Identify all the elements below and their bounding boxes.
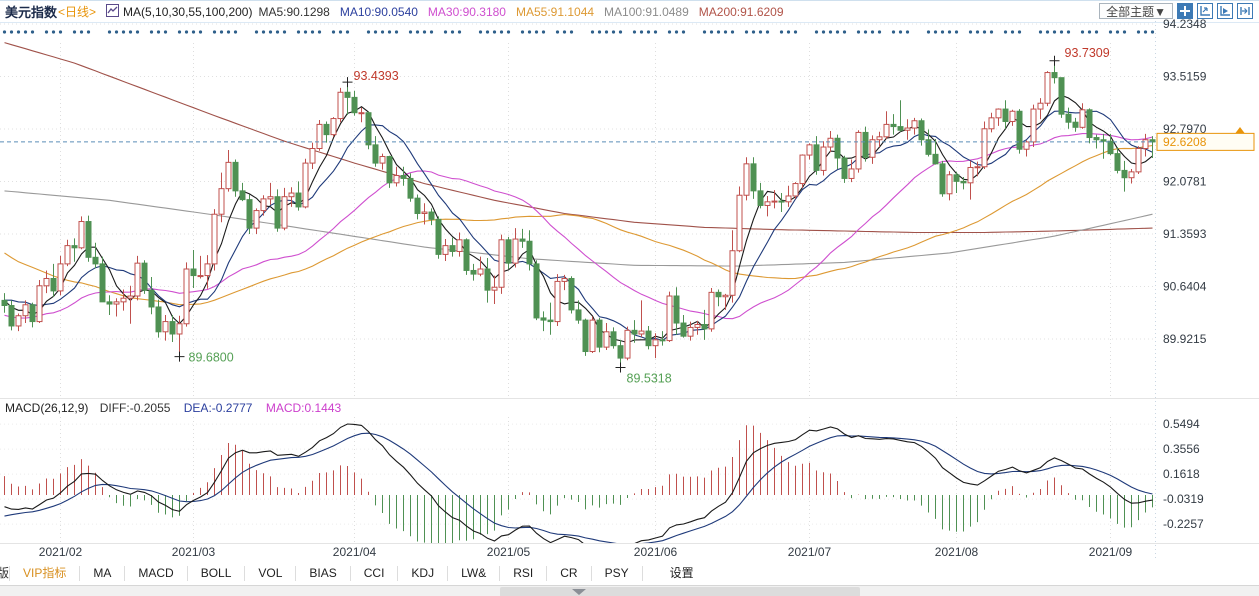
month-label: 2021/04 bbox=[333, 545, 377, 559]
diff-line bbox=[4, 423, 1153, 543]
macd-axis-label: 0.1618 bbox=[1163, 467, 1200, 481]
price-axis-label: 94.2348 bbox=[1163, 17, 1207, 31]
ma100-line bbox=[4, 190, 1153, 267]
header-divider bbox=[0, 22, 1259, 23]
tab-cr[interactable]: CR bbox=[547, 566, 592, 581]
macd-axis-label: 0.5494 bbox=[1163, 417, 1200, 431]
ma30-line bbox=[4, 133, 1153, 320]
month-label: 2021/03 bbox=[172, 545, 216, 559]
jump-to-latest-tool-icon[interactable] bbox=[1237, 3, 1253, 19]
indicator-tabbar: 版 VIP指标 MA MACD BOLL VOL BIAS CCI KDJ LW… bbox=[0, 562, 1259, 586]
tab-bias[interactable]: BIAS bbox=[296, 566, 351, 581]
tab-kdj[interactable]: KDJ bbox=[398, 566, 449, 581]
tab-vol[interactable]: VOL bbox=[245, 566, 297, 581]
svg-text:93.7309: 93.7309 bbox=[1065, 46, 1110, 60]
ma10-value: MA10:90.0540 bbox=[339, 4, 418, 19]
tab-rsi[interactable]: RSI bbox=[500, 566, 548, 581]
extreme-annotation: 89.6800 bbox=[174, 351, 234, 365]
price-axis-label: 91.3593 bbox=[1163, 227, 1207, 241]
axis-divider-top bbox=[0, 543, 1259, 544]
tab-cci[interactable]: CCI bbox=[351, 566, 399, 581]
extreme-annotation: 89.5318 bbox=[615, 362, 672, 385]
macd-diff-value: DIFF:-0.2055 bbox=[99, 401, 171, 415]
svg-text:89.6800: 89.6800 bbox=[189, 351, 234, 365]
svg-text:92.6208: 92.6208 bbox=[1163, 135, 1207, 149]
macd-axis-label: -0.0319 bbox=[1163, 492, 1204, 506]
macd-layer bbox=[4, 423, 1153, 543]
tab-lw[interactable]: LW& bbox=[448, 566, 501, 581]
ma-settings-label: MA(5,10,30,55,100,200) bbox=[123, 4, 253, 19]
month-label: 2021/02 bbox=[39, 545, 83, 559]
crosshair-tool-icon[interactable] bbox=[1177, 3, 1193, 19]
dea-line bbox=[4, 432, 1153, 543]
scrollbar-thumb[interactable] bbox=[500, 587, 860, 596]
ma5-value: MA5:90.1298 bbox=[258, 4, 330, 19]
tab-vip-indicator[interactable]: VIP指标 bbox=[10, 566, 81, 581]
tab-ma[interactable]: MA bbox=[80, 566, 126, 581]
theme-dropdown-button[interactable]: 全部主题▼ bbox=[1099, 3, 1173, 19]
candlestick-layer bbox=[1, 60, 1156, 368]
horizontal-scrollbar[interactable] bbox=[0, 586, 1259, 596]
extreme-annotation: 93.4393 bbox=[342, 69, 399, 88]
tab-settings[interactable]: 设置 bbox=[669, 566, 694, 580]
tab-boll[interactable]: BOLL bbox=[188, 566, 246, 581]
month-label: 2021/05 bbox=[487, 545, 531, 559]
ma30-value: MA30:90.3180 bbox=[427, 4, 506, 19]
macd-title: MACD(26,12,9) bbox=[5, 401, 89, 415]
ma10-line bbox=[4, 110, 1153, 342]
ma55-value: MA55:91.1044 bbox=[515, 4, 595, 19]
chart-type-icon[interactable] bbox=[106, 3, 120, 20]
chart-toolbar: 全部主题▼ bbox=[1099, 3, 1253, 19]
tab-psy[interactable]: PSY bbox=[592, 566, 643, 581]
macd-header: MACD(26,12,9) DIFF:-0.2055 DEA:-0.2777 M… bbox=[5, 401, 341, 415]
tab-macd[interactable]: MACD bbox=[125, 566, 188, 581]
ma100-value: MA100:91.0489 bbox=[604, 4, 689, 19]
extreme-annotation: 93.7309 bbox=[1049, 46, 1110, 66]
month-label: 2021/08 bbox=[935, 545, 979, 559]
period-label[interactable]: <日线> bbox=[58, 5, 97, 19]
macd-axis-label: -0.2257 bbox=[1163, 517, 1204, 531]
price-axis-label: 92.0781 bbox=[1163, 175, 1207, 189]
macd-axis-label: 0.3556 bbox=[1163, 442, 1200, 456]
month-label: 2021/07 bbox=[788, 545, 832, 559]
chart-header: 美元指数 <日线> MA(5,10,30,55,100,200) MA5:90.… bbox=[5, 3, 794, 20]
svg-text:89.5318: 89.5318 bbox=[627, 371, 672, 385]
symbol-name[interactable]: 美元指数 bbox=[5, 5, 58, 20]
current-price-tag: 92.6208 bbox=[1156, 127, 1255, 151]
macd-bar-value: MACD:0.1443 bbox=[265, 401, 342, 415]
ma55-line bbox=[4, 144, 1153, 306]
month-label: 2021/06 bbox=[634, 545, 678, 559]
svg-text:93.4393: 93.4393 bbox=[354, 69, 399, 83]
ma200-value: MA200:91.6209 bbox=[698, 4, 784, 19]
axis-scale-tool-icon[interactable] bbox=[1197, 3, 1213, 19]
price-axis-label: 89.9215 bbox=[1163, 332, 1207, 346]
panel-divider bbox=[0, 398, 1259, 399]
event-marker-dots bbox=[2, 30, 1155, 34]
gridlines bbox=[0, 21, 1156, 561]
price-axis-label: 93.5159 bbox=[1163, 70, 1207, 84]
axis-forward-tool-icon[interactable] bbox=[1217, 3, 1233, 19]
tab-partial[interactable]: 版 bbox=[0, 566, 10, 581]
month-label: 2021/09 bbox=[1089, 545, 1133, 559]
price-axis-label: 90.6404 bbox=[1163, 279, 1207, 293]
collapse-arrow-icon[interactable] bbox=[572, 589, 586, 595]
price-axis-label: 92.7970 bbox=[1163, 122, 1207, 136]
macd-dea-value: DEA:-0.2777 bbox=[183, 401, 253, 415]
ma200-line bbox=[4, 42, 1153, 234]
